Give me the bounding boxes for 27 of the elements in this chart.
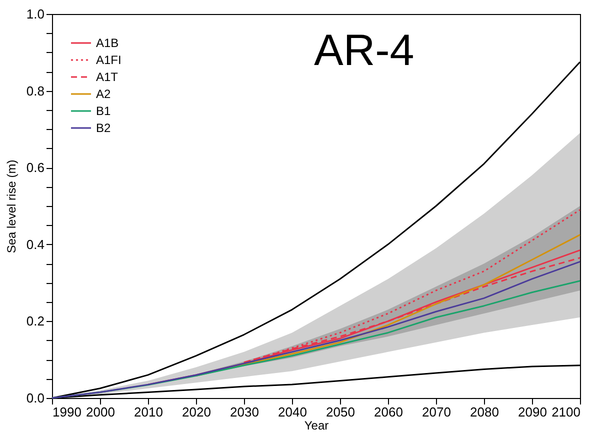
legend-label: A1B (96, 36, 119, 50)
x-tick-label: 2100 (552, 404, 580, 420)
y-tick-label: 0.2 (26, 314, 44, 329)
x-tick-label: 2050 (326, 404, 355, 420)
x-tick-label: 2090 (518, 404, 547, 420)
y-tick-label: 0.4 (26, 236, 44, 252)
x-tick-label: 2070 (422, 404, 451, 420)
legend-label: A1FI (96, 53, 122, 67)
x-tick-label: 2010 (134, 404, 163, 420)
legend-label: B1 (96, 104, 112, 118)
x-tick-label: 2080 (470, 404, 499, 420)
y-tick-label: 0.8 (26, 83, 44, 98)
legend-label: A1T (96, 70, 119, 84)
x-tick-label: 2020 (182, 404, 211, 420)
y-tick-label: 0.0 (26, 390, 44, 406)
x-axis-title: Year (304, 418, 329, 432)
x-tick-label: 2040 (278, 404, 307, 420)
x-tick-label: 2030 (230, 404, 259, 420)
y-tick-label: 0.6 (26, 160, 44, 176)
x-tick-label: 2000 (86, 404, 115, 420)
y-tick-label: 1.0 (26, 6, 44, 22)
y-axis-title: Sea level rise (m) (4, 160, 18, 254)
x-tick-label: 2060 (374, 404, 403, 420)
x-tick-label: 1990 (52, 404, 82, 420)
legend-label: B2 (96, 121, 112, 135)
annotation: AR-4 (314, 26, 414, 75)
legend-label: A2 (96, 87, 112, 101)
